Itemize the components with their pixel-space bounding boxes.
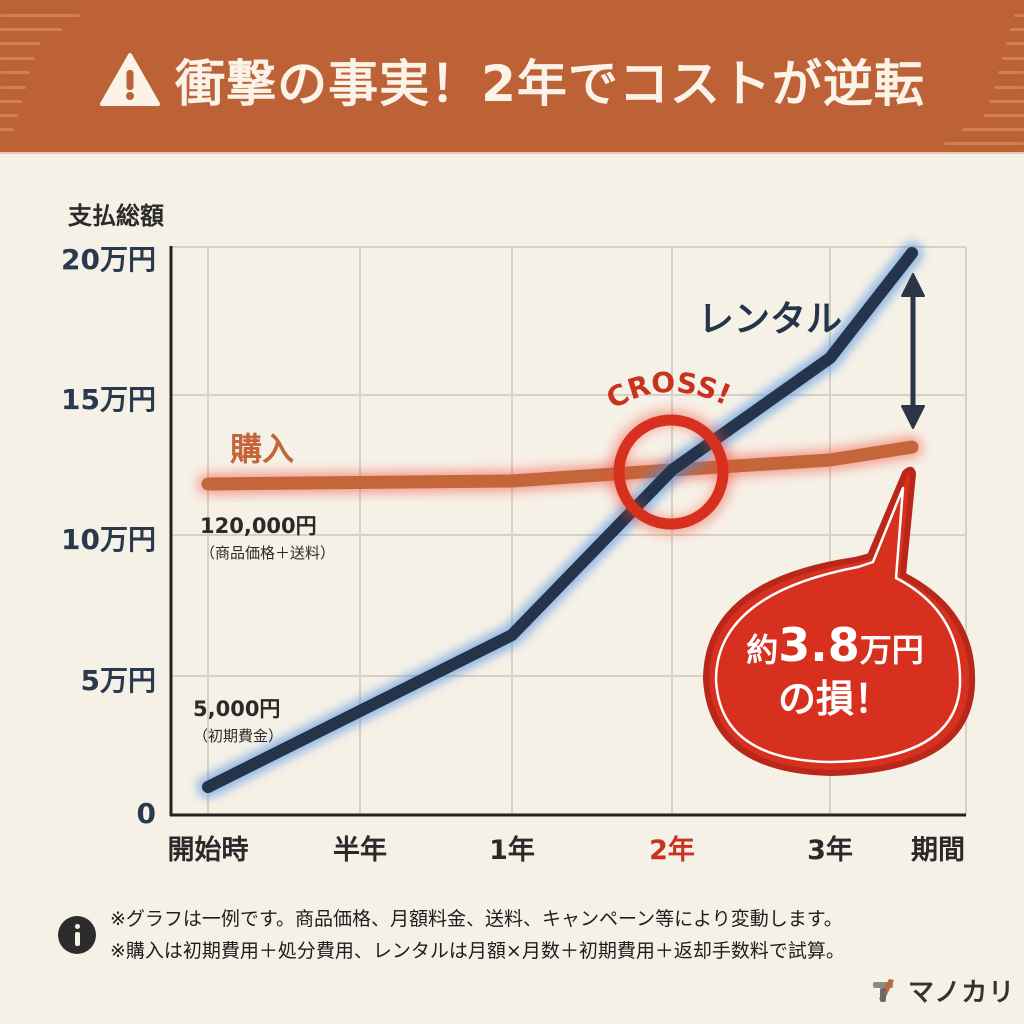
y-tick-label: 5万円 — [80, 664, 156, 697]
x-tick-label: 半年 — [333, 835, 387, 866]
logo-text: マノカリ — [908, 978, 1016, 1008]
brand-logo: マノカリ — [872, 972, 1015, 1009]
x-axis-title: 期間 — [911, 835, 965, 866]
x-tick-label: 1年 — [489, 835, 535, 866]
page-title: 衝撃の事実！2年でコストが逆転 — [175, 55, 925, 113]
decor-stripe — [989, 100, 1024, 103]
decor-stripe — [0, 114, 18, 117]
warning-triangle-icon — [100, 53, 161, 106]
loss-prefix: 約 — [746, 631, 779, 669]
purchase-start-annotation: 120,000円 （商品価格＋送料） — [200, 510, 335, 563]
loss-speech-bubble — [703, 466, 976, 776]
decor-stripe — [984, 114, 1024, 117]
logo-mark-icon — [873, 978, 894, 1002]
decor-stripe — [0, 100, 22, 103]
y-tick-label: 15万円 — [61, 383, 156, 416]
decor-stripe — [0, 14, 80, 17]
x-tick-label: 3年 — [807, 835, 853, 866]
y-axis-title: 支払総額 — [68, 202, 164, 230]
header-banner: 衝撃の事実！2年でコストが逆転 — [0, 0, 1024, 154]
rental-start-note: （初期費金） — [193, 727, 284, 745]
y-tick-label: 0 — [136, 797, 156, 830]
decor-stripe — [0, 128, 14, 131]
y-tick-label: 10万円 — [61, 523, 156, 556]
decor-stripe — [0, 42, 40, 45]
decor-stripe — [0, 28, 62, 31]
decor-stripe — [1010, 28, 1024, 31]
decor-stripe — [994, 86, 1024, 89]
rental-series-label: レンタル — [698, 299, 843, 340]
decor-stripe — [1014, 14, 1024, 17]
purchase-series-label: 購入 — [230, 430, 295, 468]
rental-line — [202, 247, 918, 793]
purchase-start-value: 120,000円 — [200, 514, 317, 538]
decor-stripe — [962, 128, 1024, 131]
rental-start-value: 5,000円 — [193, 697, 281, 721]
loss-amount: 3.8 — [778, 618, 860, 672]
difference-arrow-icon — [901, 273, 925, 429]
decor-stripe — [0, 86, 26, 89]
decor-stripe — [0, 71, 30, 74]
decor-stripe — [944, 142, 1024, 145]
y-tick-label: 20万円 — [61, 243, 156, 276]
loss-callout-text: 約3.8万円 の損！ — [700, 620, 970, 723]
cross-label: CROSS! — [601, 365, 736, 415]
decor-stripe — [0, 57, 35, 60]
rental-start-annotation: 5,000円 （初期費金） — [193, 693, 283, 746]
loss-unit: 万円 — [859, 631, 924, 669]
purchase-start-note: （商品価格＋送料） — [200, 544, 336, 562]
x-tick-label-highlight: 2年 — [649, 835, 695, 866]
info-icon — [58, 916, 96, 954]
x-tick-label: 開始時 — [167, 835, 249, 866]
footnote-line-1: ※グラフは一例です。商品価格、月額料金、送料、キャンペーン等により変動します。 — [110, 908, 843, 930]
footnote-line-2: ※購入は初期費用＋処分費用、レンタルは月額×月数＋初期費用＋返却手数料で試算。 — [110, 940, 845, 962]
decor-stripe — [1002, 57, 1024, 60]
decor-stripe — [998, 71, 1024, 74]
loss-suffix: の損！ — [777, 677, 892, 721]
cross-circle — [613, 414, 729, 530]
decor-stripe — [1006, 42, 1024, 45]
